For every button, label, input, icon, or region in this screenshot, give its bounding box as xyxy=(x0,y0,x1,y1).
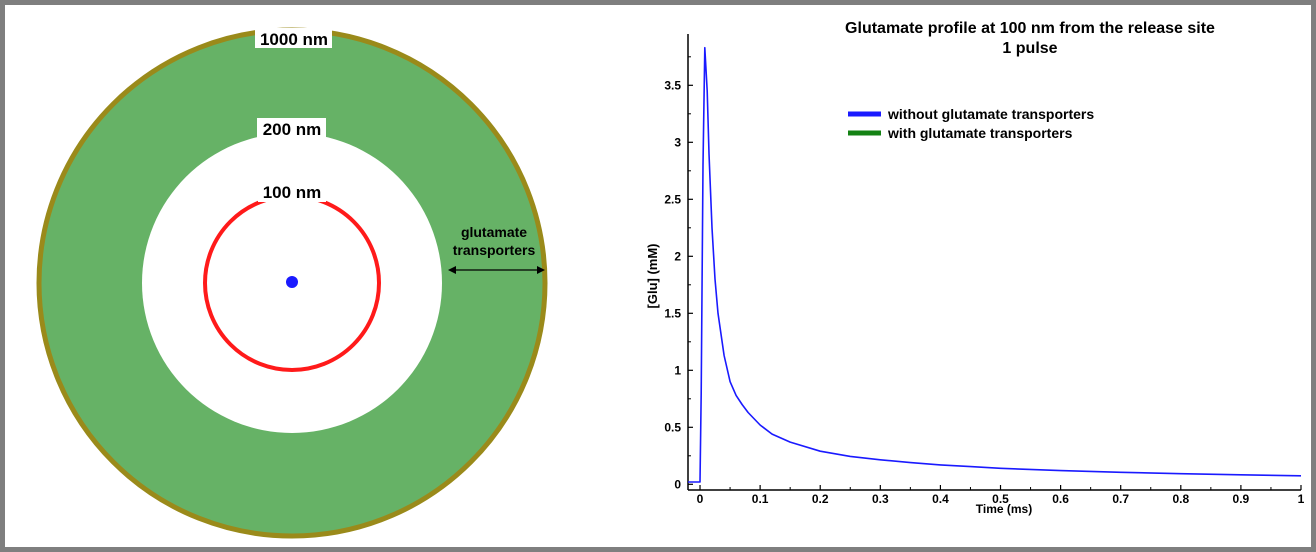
series-line-0 xyxy=(688,46,1302,483)
y-tick-label: 3 xyxy=(674,135,681,149)
label-1000nm-bg xyxy=(255,28,332,48)
legend-label-with: with glutamate transporters xyxy=(887,125,1073,141)
y-tick-label: 2 xyxy=(674,249,681,263)
arrowhead-left xyxy=(448,266,456,274)
x-tick-label: 0.5 xyxy=(992,492,1009,506)
label-100nm-bg xyxy=(258,182,326,202)
x-tick-label: 1 xyxy=(1298,492,1305,506)
label-200nm-bg xyxy=(257,118,326,138)
x-tick-label: 0 xyxy=(697,492,704,506)
y-tick-label: 0 xyxy=(674,477,681,491)
y-tick-label: 0.5 xyxy=(664,420,681,434)
arrowhead-right xyxy=(537,266,545,274)
y-tick-label: 2.5 xyxy=(664,192,681,206)
release-site-diagram: 1000 nm 200 nm 100 nm glutamate transpor… xyxy=(36,27,548,539)
x-tick-label: 0.7 xyxy=(1112,492,1129,506)
plot-ticks: 0 0.1 0.2 0.3 0.4 0.5 0.6 0.7 0.8 0.9 1 0 0.5 1 1.5 2 2.… xyxy=(664,56,1305,506)
label-1000nm: 1000 nm xyxy=(260,30,328,49)
plot-axes xyxy=(687,34,1301,491)
legend: without glutamate transporters with glut… xyxy=(848,106,1094,141)
x-tick-label: 0.1 xyxy=(752,492,769,506)
legend-label-without: without glutamate transporters xyxy=(887,106,1094,122)
label-200nm: 200 nm xyxy=(263,120,322,139)
y-tick-label: 3.5 xyxy=(664,78,681,92)
chart-title-line2: 1 pulse xyxy=(1002,40,1057,57)
x-axis-label: Time (ms) xyxy=(976,502,1032,516)
glutamate-chart: Glutamate profile at 100 nm from the rel… xyxy=(645,20,1305,516)
x-tick-label: 0.2 xyxy=(812,492,829,506)
x-tick-label: 0.9 xyxy=(1233,492,1250,506)
transporters-label-line2: transporters xyxy=(453,242,536,258)
release-site-dot xyxy=(286,276,298,288)
plot-series xyxy=(688,46,1302,483)
x-tick-label: 0.8 xyxy=(1172,492,1189,506)
x-tick-label: 0.3 xyxy=(872,492,889,506)
transporters-label-line1: glutamate xyxy=(461,224,527,240)
chart-title-line1: Glutamate profile at 100 nm from the rel… xyxy=(845,20,1215,37)
y-tick-label: 1.5 xyxy=(664,306,681,320)
label-100nm: 100 nm xyxy=(263,183,322,202)
x-tick-label: 0.6 xyxy=(1052,492,1069,506)
y-tick-label: 1 xyxy=(674,363,681,377)
y-axis-label: [Glu] (mM) xyxy=(645,244,660,309)
x-tick-label: 0.4 xyxy=(932,492,949,506)
